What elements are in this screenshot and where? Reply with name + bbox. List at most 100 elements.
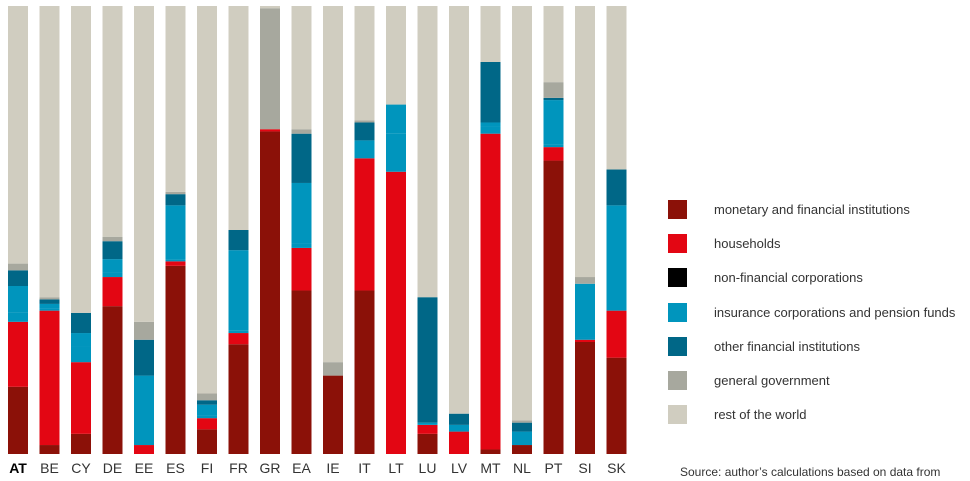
bar-segment-pt-7 [543,6,564,83]
bar-segment-mt-5 [480,62,501,123]
bar-segment-pt-4 [543,100,564,145]
x-tick-label-cy: CY [71,460,91,476]
x-tick-label-be: BE [40,460,59,476]
x-tick-label-it: IT [358,460,371,476]
bar-segment-be-4 [39,303,60,309]
bar-segment-fi-0 [197,429,217,454]
x-tick-label-ea: EA [292,460,311,476]
bar-segment-fr-1 [228,333,249,345]
bar-segment-nl-0 [512,445,532,454]
bar-segment-pt-1 [543,147,564,161]
bar-segment-fr-4 [228,250,249,331]
bar-segment-nl-7 [512,6,532,421]
bar-segment-be-7 [39,6,60,298]
x-tick-label-ie: IE [326,460,339,476]
bar-segment-de-6 [102,236,123,242]
x-tick-label-lv: LV [451,460,468,476]
legend-label-row: rest of the world [714,407,807,423]
bar-segment-es-6 [165,191,186,195]
bar-segment-de-5 [102,241,123,260]
legend-label-ofi: other financial institutions [714,338,860,354]
x-tick-label-lt: LT [388,460,404,476]
x-tick-label-si: SI [578,460,591,476]
bar-segment-it-5 [354,122,375,141]
legend-swatch-mfi [668,199,687,219]
legend-swatch-nfc [668,268,687,288]
legend-item-mfi: monetary and financial institutions [668,192,970,226]
bar-segment-be-0 [39,445,60,454]
bar-segment-mt-4 [480,122,501,127]
legend-label-mfi: monetary and financial institutions [714,201,910,217]
bar-segment-mt-1 [480,133,501,450]
bar-segment-lt-1 [386,171,406,454]
bar-segment-ee-5 [134,339,154,376]
bar-segment-it-0 [354,290,375,454]
bar-segment-ea-7 [291,6,312,130]
bar-segment-cy-7 [71,6,91,313]
bar-segment-cy-3 [71,346,91,363]
bar-segment-fr-5 [228,230,249,251]
bar-segment-ie-6 [323,362,343,376]
bar-segment-fi-4 [197,404,217,416]
x-tick-label-lu: LU [419,460,437,476]
bar-segment-si-6 [575,277,595,284]
legend: monetary and financial institutions hous… [668,192,970,432]
bar-segment-es-3 [165,259,186,262]
bar-segment-fi-1 [197,418,217,430]
bar-segment-at-3 [8,312,28,322]
legend-item-icpf: insurance corporations and pension funds [668,295,970,329]
bar-segment-si-7 [575,6,595,278]
bar-segment-lt-4 [386,104,406,134]
bar-segment-mt-3 [480,126,501,134]
bar-segment-es-5 [165,194,186,206]
legend-item-row: rest of the world [668,398,970,432]
x-tick-label-nl: NL [513,460,531,476]
legend-label-nfc: non-financial corporations [714,270,863,286]
bar-segment-ie-7 [323,6,343,363]
bar-segment-cy-5 [71,312,91,334]
x-tick-labels: AT BE CY DE EE ES FI FR GR EA IE IT LT LU LV MT NL PT SI SK [9,460,626,476]
bar-segment-cy-4 [71,333,91,347]
bar-segment-es-0 [165,265,186,454]
bar-segment-es-1 [165,261,186,266]
x-tick-label-fr: FR [229,460,248,476]
bar-segment-gr-1 [260,129,280,132]
bar-segment-fr-3 [228,330,249,334]
bar-segment-mt-0 [480,449,501,454]
x-tick-label-ee: EE [135,460,154,476]
bar-segment-sk-0 [606,357,627,454]
legend-label-gg: general government [714,373,830,389]
bar-segment-it-7 [354,6,375,121]
bar-segment-lu-0 [417,433,438,454]
bar-segment-de-1 [102,277,123,307]
bar-segment-gr-7 [260,6,280,9]
bar-segment-pt-3 [543,144,564,148]
bar-segment-pt-0 [543,160,564,454]
bar-segment-fr-0 [228,344,249,454]
bar-segment-it-1 [354,158,375,291]
legend-swatch-icpf [668,302,687,322]
bar-segment-lu-7 [417,6,438,298]
bar-segment-fi-3 [197,415,217,419]
bar-segment-it-4 [354,140,375,159]
bar-segment-cy-1 [71,362,91,434]
bar-segment-at-0 [8,386,28,454]
legend-swatch-ofi [668,336,687,356]
legend-item-ofi: other financial institutions [668,329,970,363]
x-tick-label-sk: SK [607,460,626,476]
bar-segment-lv-7 [449,6,469,414]
x-tick-label-de: DE [103,460,122,476]
bar-segment-lu-1 [417,424,438,434]
bar-segment-nl-3 [512,431,532,446]
bar-segment-cy-0 [71,433,91,454]
bar-segment-nl-6 [512,420,532,423]
bar-segment-lt-3 [386,133,406,172]
bar-segment-at-1 [8,321,28,387]
legend-label-icpf: insurance corporations and pension funds [714,304,956,320]
bar-segment-de-4 [102,259,123,273]
bar-segment-de-3 [102,272,123,278]
bar-segment-be-6 [39,297,60,300]
bar-segment-si-3 [575,337,595,340]
bar-segment-ea-1 [291,247,312,291]
bar-segment-lv-1 [449,431,469,454]
